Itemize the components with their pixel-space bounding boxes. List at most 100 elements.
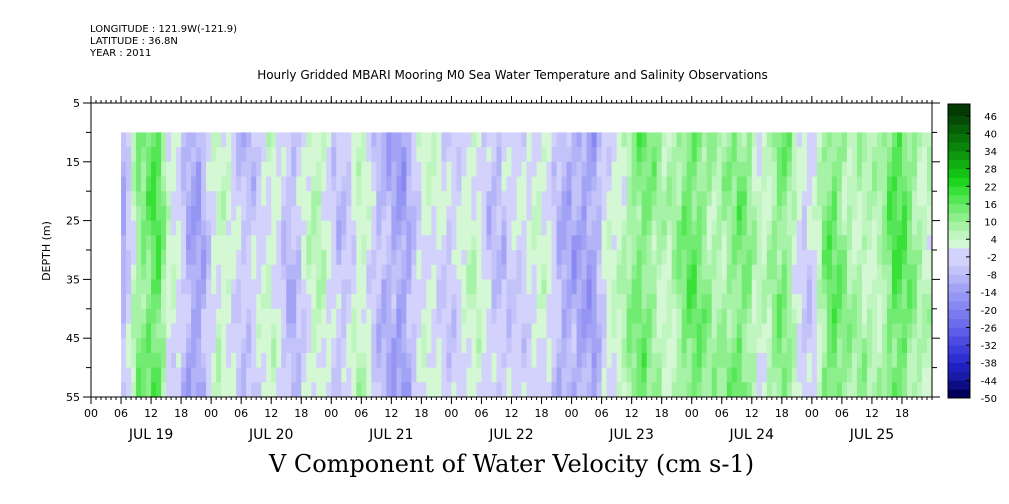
heatmap-cell bbox=[321, 308, 327, 324]
heatmap-cell bbox=[881, 367, 888, 383]
heatmap-cell bbox=[656, 132, 663, 148]
heatmap-cell bbox=[516, 161, 522, 177]
heatmap-cell bbox=[716, 235, 723, 251]
heatmap-cell bbox=[536, 161, 542, 177]
heatmap-cell bbox=[651, 294, 658, 310]
heatmap-cell bbox=[131, 176, 137, 192]
heatmap-cell bbox=[246, 264, 252, 280]
heatmap-cell bbox=[576, 338, 582, 354]
heatmap-cell bbox=[566, 382, 572, 398]
heatmap-cell bbox=[261, 161, 267, 177]
heatmap-cell bbox=[671, 264, 678, 280]
heatmap-cell bbox=[316, 191, 322, 207]
heatmap-cell bbox=[366, 176, 372, 192]
heatmap-cell bbox=[131, 264, 137, 280]
heatmap-cell bbox=[146, 294, 152, 310]
heatmap-cell bbox=[681, 235, 688, 251]
heatmap-cell bbox=[246, 279, 252, 295]
heatmap-cell bbox=[641, 147, 648, 163]
heatmap-cell bbox=[526, 205, 532, 221]
heatmap-cell bbox=[491, 147, 497, 163]
heatmap-cell bbox=[691, 279, 698, 295]
heatmap-cell bbox=[646, 323, 653, 339]
heatmap-cell bbox=[121, 176, 127, 192]
heatmap-cell bbox=[926, 338, 933, 354]
x-tick-label: 12 bbox=[264, 407, 278, 420]
heatmap-cell bbox=[231, 323, 237, 339]
heatmap-cell bbox=[906, 367, 913, 383]
heatmap-cell bbox=[171, 220, 177, 236]
heatmap-cell bbox=[666, 205, 673, 221]
heatmap-cell bbox=[371, 161, 377, 177]
heatmap-cell bbox=[176, 220, 182, 236]
heatmap-cell bbox=[451, 191, 457, 207]
heatmap-cell bbox=[236, 352, 242, 368]
heatmap-cell bbox=[556, 161, 562, 177]
heatmap-cell bbox=[386, 176, 392, 192]
heatmap-cell bbox=[741, 220, 748, 236]
heatmap-cell bbox=[131, 132, 137, 148]
heatmap-cell bbox=[176, 308, 182, 324]
heatmap-cell bbox=[481, 279, 487, 295]
heatmap-cell bbox=[426, 191, 432, 207]
heatmap-cell bbox=[471, 382, 477, 398]
heatmap-cell bbox=[821, 352, 828, 368]
heatmap-cell bbox=[201, 294, 207, 310]
heatmap-cell bbox=[141, 308, 147, 324]
heatmap-cell bbox=[591, 294, 598, 310]
heatmap-cell bbox=[331, 235, 337, 251]
heatmap-cell bbox=[841, 382, 848, 398]
heatmap-cell bbox=[821, 132, 828, 148]
heatmap-cell bbox=[306, 382, 312, 398]
heatmap-cell bbox=[691, 161, 698, 177]
heatmap-cell bbox=[866, 367, 873, 383]
heatmap-cell bbox=[426, 147, 432, 163]
colorbar-label: -44 bbox=[981, 376, 997, 387]
heatmap-cell bbox=[571, 264, 577, 280]
heatmap-cell bbox=[721, 191, 728, 207]
heatmap-cell bbox=[451, 338, 457, 354]
heatmap-cell bbox=[721, 367, 728, 383]
heatmap-cell bbox=[466, 279, 472, 295]
heatmap-cell bbox=[491, 220, 497, 236]
heatmap-cell bbox=[181, 279, 187, 295]
heatmap-cell bbox=[846, 235, 853, 251]
heatmap-cell bbox=[516, 338, 522, 354]
heatmap-cell bbox=[476, 279, 482, 295]
heatmap-cell bbox=[911, 308, 918, 324]
heatmap-cell bbox=[456, 220, 462, 236]
heatmap-cell bbox=[731, 264, 738, 280]
heatmap-cell bbox=[216, 235, 222, 251]
heatmap-cell bbox=[391, 264, 397, 280]
heatmap-cell bbox=[161, 382, 167, 398]
heatmap-cell bbox=[901, 338, 908, 354]
heatmap-cell bbox=[576, 367, 582, 383]
heatmap-cell bbox=[171, 191, 177, 207]
heatmap-cell bbox=[561, 308, 567, 324]
heatmap-cell bbox=[496, 147, 502, 163]
heatmap-cell bbox=[341, 250, 347, 266]
heatmap-cell bbox=[566, 235, 572, 251]
heatmap-cell bbox=[681, 250, 688, 266]
heatmap-cell bbox=[351, 367, 357, 383]
heatmap-cell bbox=[766, 235, 773, 251]
heatmap-cell bbox=[631, 250, 638, 266]
heatmap-cell bbox=[536, 205, 542, 221]
heatmap-cell bbox=[346, 191, 352, 207]
heatmap-cell bbox=[221, 176, 227, 192]
heatmap-cell bbox=[806, 220, 813, 236]
heatmap-cell bbox=[416, 176, 422, 192]
heatmap-cell bbox=[186, 205, 192, 221]
heatmap-cell bbox=[141, 264, 147, 280]
heatmap-cell bbox=[611, 294, 618, 310]
heatmap-cell bbox=[346, 235, 352, 251]
heatmap-cell bbox=[766, 338, 773, 354]
heatmap-cell bbox=[476, 205, 482, 221]
heatmap-cell bbox=[561, 220, 567, 236]
colorbar-label: -20 bbox=[981, 306, 997, 317]
heatmap-cell bbox=[736, 191, 743, 207]
heatmap-cell bbox=[356, 132, 362, 148]
heatmap-cell bbox=[641, 191, 648, 207]
heatmap-cell bbox=[521, 308, 527, 324]
caption-wrapper: V Component of Water Velocity (cm s-1) bbox=[0, 450, 1009, 478]
